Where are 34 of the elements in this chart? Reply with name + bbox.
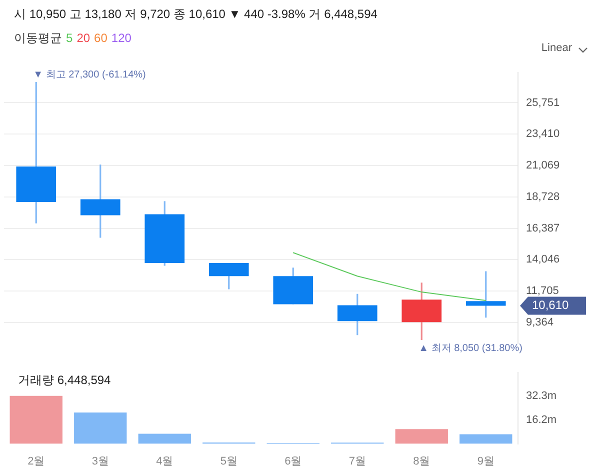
y-tick-label: 14,046: [526, 254, 560, 266]
y-tick-label: 9,364: [526, 316, 554, 328]
text: 10,610: [532, 298, 570, 312]
annotation: ▼ 최고 27,300 (-61.14%): [33, 70, 146, 81]
y-tick-label: 32.3m: [526, 390, 557, 402]
y-tick-label: 16.2m: [526, 414, 557, 426]
bar: [10, 396, 62, 444]
y-tick-label: 16,387: [526, 222, 560, 234]
x-tick-label: 9월: [477, 455, 494, 468]
legend-label: 120: [111, 31, 132, 45]
bar: [138, 434, 191, 444]
x-tick-label: 3월: [92, 455, 109, 468]
legend-label: 20: [76, 31, 90, 45]
text: Linear: [541, 42, 572, 54]
bar: [74, 412, 127, 444]
annotation: ▲ 최저 8,050 (31.80%): [418, 342, 522, 354]
bar: [395, 429, 448, 444]
x-tick-label: 4월: [156, 455, 174, 468]
bar: [460, 434, 512, 444]
x-tick-label: 5월: [220, 455, 238, 468]
legend-title: 이동평균: [14, 31, 62, 45]
y-tick-label: 18,728: [526, 190, 560, 203]
y-tick-label: 25,751: [526, 96, 560, 109]
chart-subtitle: 시 10,950 고 13,180 저 9,720 종 10,610 ▼ 440 -3.98% 거 6,448,594: [14, 6, 378, 23]
y-tick-label: 11,705: [526, 285, 559, 298]
x-tick-label: 8월: [413, 455, 430, 468]
y-tick-label: 21,069: [526, 160, 560, 172]
y-tick-label: 23,410: [526, 128, 560, 140]
legend-label: 60: [94, 31, 108, 45]
x-tick-label: 2월: [28, 455, 45, 468]
chart-title: 거래량 6,448,594: [18, 372, 111, 389]
x-tick-label: 7월: [348, 455, 366, 468]
x-tick-label: 6월: [284, 455, 302, 468]
text: 5: [66, 31, 73, 45]
